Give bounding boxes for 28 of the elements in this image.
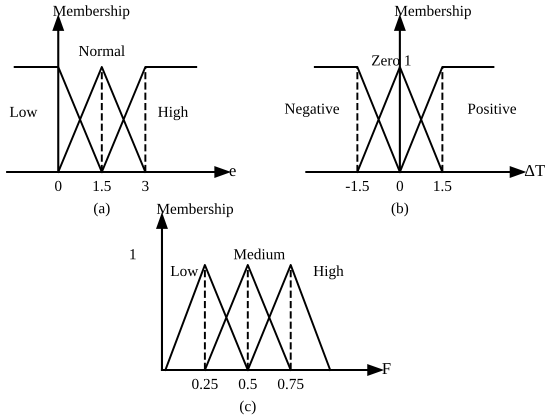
- x-tick-label: 0: [396, 180, 404, 192]
- annotation: High: [158, 106, 188, 120]
- text: 1: [130, 249, 136, 260]
- x-axis-title: F: [382, 363, 391, 374]
- x-tick-label: 0.5: [238, 378, 257, 390]
- x-tick-label: 0: [55, 180, 62, 192]
- x-tick-label: 0.25: [192, 378, 218, 390]
- y-axis-title: Membership: [53, 5, 130, 20]
- annotation: Positive: [468, 104, 516, 114]
- annotation: Low: [10, 106, 38, 118]
- x-tick-label: 1.5: [94, 180, 111, 192]
- x-tick-label: 3: [142, 180, 149, 192]
- x-tick-label: 0.75: [278, 378, 304, 390]
- annotation: Negative: [284, 104, 340, 117]
- annotation: High: [314, 265, 344, 280]
- text: (b): [392, 202, 408, 216]
- x-axis-title: e: [230, 168, 236, 176]
- x-tick-label: 1.5: [434, 180, 452, 192]
- x-axis-title: ΔT: [524, 165, 545, 176]
- y-axis-title: Membership: [394, 5, 471, 20]
- annotation: Low: [170, 266, 198, 276]
- text: Normal: [78, 45, 125, 56]
- text: (a): [94, 202, 110, 216]
- y-axis-title: Membership: [156, 203, 234, 218]
- text: (c): [240, 400, 256, 414]
- text: Medium: [234, 248, 285, 260]
- text: Zero 1: [372, 55, 411, 66]
- x-tick-label: -1.5: [346, 180, 369, 192]
